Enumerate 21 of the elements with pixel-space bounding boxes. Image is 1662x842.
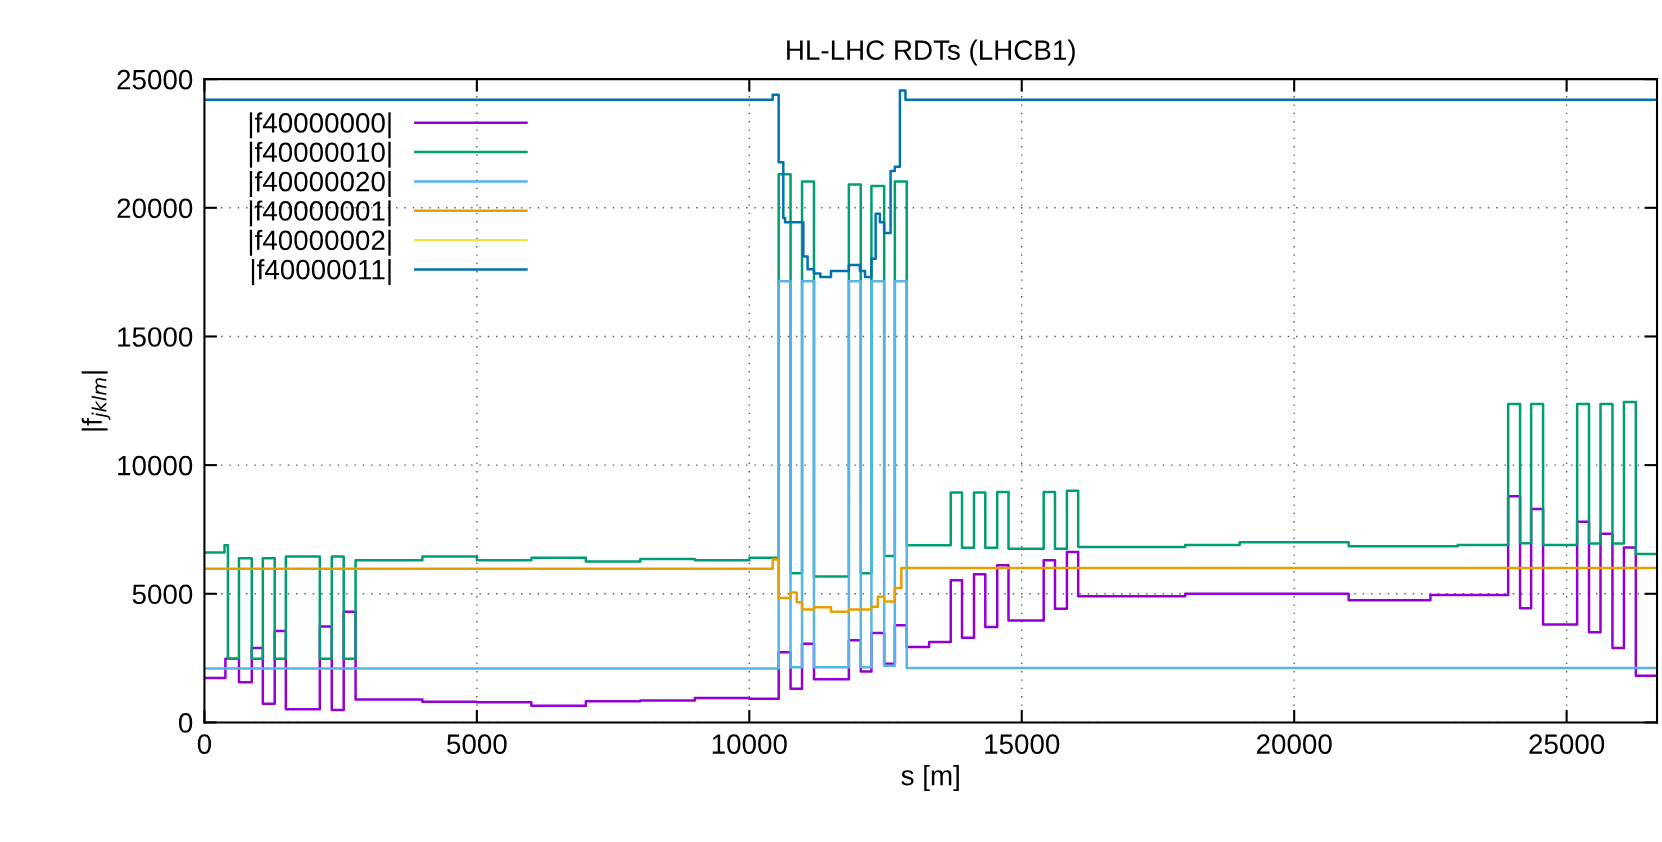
legend-label: |f40000011|: [251, 259, 391, 286]
y-tick-label: 20000: [117, 198, 193, 219]
x-tick-label: 20000: [1256, 734, 1332, 754]
legend-label: |f40000001|: [249, 200, 391, 227]
x-axis-title: s [m]: [901, 765, 959, 791]
y-tick-label: 25000: [117, 69, 193, 90]
chart-title: HL-LHC RDTs (LHCB1): [787, 39, 1075, 66]
x-tick-label: 10000: [712, 734, 787, 754]
legend-label: |f40000000|: [249, 112, 391, 139]
y-tick-label: 0: [178, 713, 193, 733]
y-axis-title: |f$_{jklm}$|: [81, 371, 111, 431]
legend-label: |f40000002|: [249, 229, 391, 256]
x-tick-label: 25000: [1529, 734, 1605, 754]
x-tick-label: 15000: [985, 734, 1060, 754]
y-tick-label: 5000: [132, 584, 193, 605]
legend-label: |f40000020|: [249, 171, 391, 198]
x-tick-label: 5000: [447, 734, 507, 754]
x-tick-label: 0: [197, 734, 212, 754]
y-tick-label: 10000: [118, 455, 193, 476]
y-tick-label: 15000: [118, 327, 193, 347]
legend-label: |f40000010|: [249, 141, 391, 168]
